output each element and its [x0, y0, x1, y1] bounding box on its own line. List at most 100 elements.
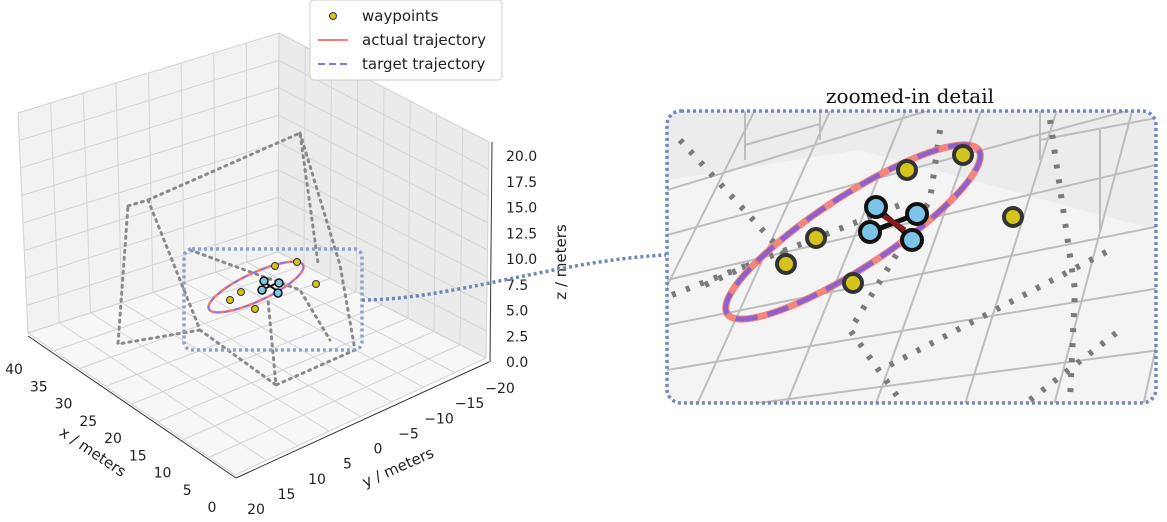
x-tick-label: 30	[55, 397, 73, 413]
waypoint	[842, 272, 864, 294]
x-tick-label: 40	[5, 362, 23, 378]
rotor	[257, 285, 267, 295]
x-tick-label: 35	[30, 379, 48, 395]
rotor	[858, 220, 882, 244]
rotor	[259, 276, 269, 286]
waypoint	[952, 144, 974, 166]
zoom-connector	[361, 253, 667, 302]
legend-waypoints-label: waypoints	[362, 7, 439, 25]
zoom-gate-lines	[670, 119, 1122, 403]
y-tick-label: −10	[424, 411, 454, 427]
gridline	[183, 331, 435, 440]
zoom-gate	[677, 137, 793, 263]
trajectory-zoom	[722, 141, 984, 323]
target-trajectory-main	[207, 260, 305, 314]
y-axis-label: y / meters	[359, 444, 436, 492]
x-tick-label: 15	[129, 448, 147, 464]
y-tick-label: 10	[308, 472, 326, 488]
zoom-gridline	[744, 123, 821, 146]
gridline	[17, 32, 280, 114]
gridline	[208, 344, 461, 458]
zoom-gridline	[667, 111, 1156, 191]
quadrotor-main	[257, 276, 284, 298]
gridline	[180, 62, 185, 283]
zoom-panel	[665, 109, 1160, 505]
zoom-gate	[670, 202, 902, 298]
gridline	[407, 101, 411, 319]
x-tick-label: 25	[79, 414, 97, 430]
z-axis-line	[489, 141, 493, 363]
z-tick-label: 15.0	[506, 201, 537, 217]
waypoints-main	[226, 258, 320, 313]
waypoint	[271, 262, 279, 270]
waypoint	[1002, 206, 1024, 228]
y-tick-label: −5	[398, 426, 419, 442]
legend-waypoint-marker	[329, 12, 337, 20]
z-tick-label: 2.5	[506, 329, 528, 345]
y-tick-label: 0	[374, 442, 383, 458]
legend-actual-label: actual trajectory	[362, 31, 486, 49]
gridline	[278, 114, 489, 224]
y-tick-label: 20	[247, 502, 265, 518]
z-tick-label: 17.5	[506, 175, 537, 191]
waypoint	[251, 305, 259, 313]
gridline	[22, 142, 279, 224]
z-tick-label: 5.0	[506, 304, 528, 320]
waypoints-zoom	[775, 144, 1024, 294]
z-tick-labels: 0.0 2.5 5.0 7.5 10.0 12.5 15.0 17.5 20.0	[506, 149, 537, 371]
target-trajectory-zoom	[723, 142, 983, 322]
trajectory-main	[207, 260, 305, 314]
z-tick-label: 12.5	[506, 226, 537, 242]
z-tick-label: 20.0	[506, 149, 537, 165]
z-axis-label: z / meters	[552, 224, 570, 300]
gridline	[485, 141, 490, 359]
waypoint	[896, 159, 918, 181]
legend-box	[309, 0, 503, 81]
quad-heading	[880, 212, 907, 233]
zoom-title: zoomed-in detail	[826, 84, 994, 108]
z-tick-label: 10.0	[506, 252, 537, 268]
zoom-gridline	[779, 111, 911, 403]
zoom-panel-border	[665, 109, 1158, 405]
waypoint	[293, 258, 301, 266]
zoom-gridline	[667, 474, 1160, 505]
y-tick-label: −15	[455, 396, 485, 412]
waypoint	[226, 296, 234, 304]
z-tick-label: 0.0	[506, 355, 528, 371]
gridline	[21, 114, 279, 196]
quadrotor-zoom	[858, 195, 929, 252]
rotor	[274, 278, 284, 288]
gridline	[215, 271, 424, 388]
y-tick-labels: 20 15 10 5 0 −5 −10−15−20	[247, 381, 515, 518]
x-tick-label: 5	[183, 483, 192, 499]
rotor	[864, 195, 888, 219]
waypoint	[237, 288, 245, 296]
gridline	[184, 281, 393, 403]
gridline	[278, 87, 489, 197]
zoom-gridline	[667, 225, 1156, 326]
y-axis-line	[235, 361, 490, 479]
gate-top	[146, 130, 320, 265]
gridline	[278, 142, 488, 251]
zoom-gridline	[667, 111, 761, 403]
y-tick-label: 5	[343, 457, 352, 473]
zoom-gate	[703, 257, 762, 288]
x-axis-line	[27, 335, 237, 479]
zoom-gridline	[1139, 111, 1156, 403]
zoom-gridline	[1039, 117, 1156, 141]
waypoint	[805, 227, 827, 249]
gridline	[459, 128, 464, 345]
y-tick-label: −20	[485, 381, 515, 397]
gridline	[20, 87, 279, 169]
gridline	[213, 52, 216, 273]
x-tick-labels: 40 35 30 25 20 15 10 50	[5, 362, 216, 516]
legend: waypoints actual trajectory target traje…	[309, 0, 503, 81]
waypoint	[775, 253, 797, 275]
x-tick-label: 0	[208, 500, 217, 516]
y-tick-label: 15	[278, 487, 296, 503]
gate-bottom	[198, 328, 278, 387]
gridline	[19, 59, 280, 141]
x-tick-label: 10	[154, 466, 172, 482]
